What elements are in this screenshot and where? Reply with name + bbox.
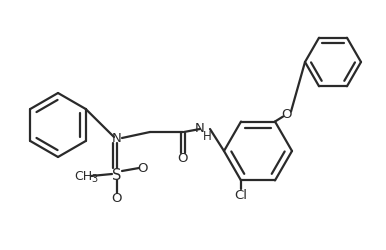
Text: O: O [178, 152, 188, 165]
Text: Cl: Cl [235, 188, 247, 201]
Text: N: N [195, 121, 205, 134]
Text: H: H [203, 130, 212, 142]
Text: O: O [282, 108, 292, 120]
Text: O: O [137, 162, 147, 175]
Text: O: O [112, 192, 122, 205]
Text: 3: 3 [91, 173, 97, 183]
Text: S: S [112, 167, 122, 182]
Text: CH: CH [74, 170, 92, 183]
Text: N: N [112, 132, 122, 145]
